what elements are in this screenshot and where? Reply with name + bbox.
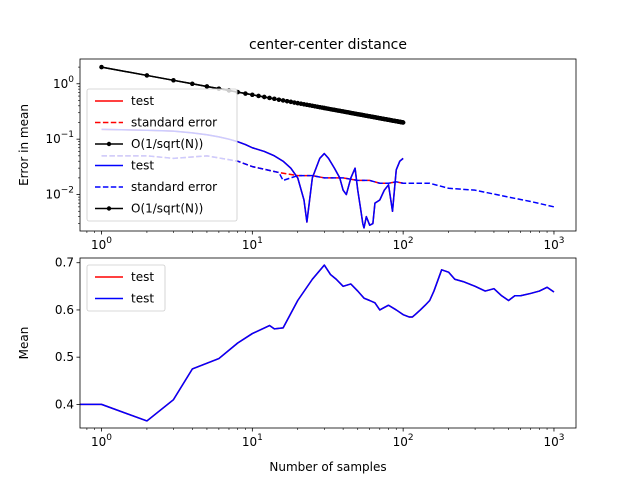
series-point [272,96,277,102]
legend: test standard error O(1/sqrt(N)) test standa… [86,88,238,222]
legend-label: test [131,94,154,108]
y-tick-label: 0.5 [55,350,74,364]
x-tick-label: 103 [543,236,564,252]
x-tick-label: 102 [393,433,414,449]
legend-label: test [131,270,154,284]
chart-2: 100 101 102 103 0.4 0.5 0.6 0.7 Number of sample… [17,256,577,474]
y-axis-label: Mean [17,327,31,360]
axes-frame [79,257,577,429]
series-point [99,64,104,70]
chart-title: center-center distance [249,37,407,53]
series-point [190,81,195,86]
y-tick-label: 10−2 [45,186,74,202]
series-point [256,93,261,99]
x-tick-label: 101 [242,433,263,449]
legend-marker [106,141,112,147]
legend-box [86,88,238,222]
series-point [288,99,294,105]
x-tick-label: 103 [543,433,564,449]
series-point [144,73,150,78]
legend: test test [86,264,166,312]
y-tick-label: 100 [53,75,74,91]
x-tick-label: 100 [91,433,112,449]
x-tick-label: 101 [242,236,263,252]
series-point [250,92,255,97]
legend-label: O(1/sqrt(N)) [131,202,203,216]
series-point [284,98,290,104]
series-point [292,100,297,105]
series-point [280,98,286,103]
series-point [262,94,267,100]
series-group [99,64,555,229]
y-axis-label: Error in mean [17,104,31,186]
legend-label: standard error [131,180,217,194]
y-tick-label: 0.7 [55,256,74,270]
y-tick-label: 0.4 [55,397,74,411]
y-tick-label: 10−1 [45,130,74,146]
series-group [80,264,555,422]
charts: 100 101 102 103 10−2 10−1 100 center-center dis… [17,37,577,474]
legend-label: test [131,159,154,173]
legend-marker [106,206,112,211]
legend-label: test [131,292,154,306]
series-point [400,120,406,125]
y-tick-label: 0.6 [55,303,74,317]
legend-label: standard error [131,116,217,130]
series-point [204,84,210,89]
series-point [276,97,282,102]
x-axis-label: Number of samples [269,460,386,474]
chart-1: 100 101 102 103 10−2 10−1 100 center-center dis… [17,37,577,252]
x-tick-label: 102 [393,236,414,252]
x-tick-label: 100 [91,236,112,252]
series-point [267,95,272,101]
axes-frame [79,58,577,232]
series-point [243,91,248,96]
legend-label: O(1/sqrt(N)) [131,137,203,151]
series-line-2 [80,264,555,422]
series-point [171,78,176,83]
